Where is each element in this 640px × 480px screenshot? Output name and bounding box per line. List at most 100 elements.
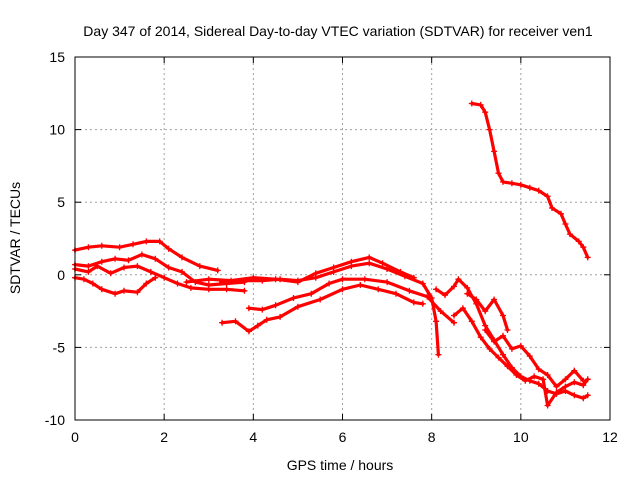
data-point xyxy=(491,148,498,155)
data-point xyxy=(219,319,226,326)
data-point xyxy=(553,389,560,396)
data-point xyxy=(513,372,520,378)
data-point xyxy=(161,274,168,281)
data-point xyxy=(205,276,212,283)
data-point xyxy=(584,254,591,261)
data-point xyxy=(451,283,457,290)
data-point xyxy=(562,376,569,383)
x-tick-label: 8 xyxy=(428,429,436,445)
data-point xyxy=(504,363,511,370)
data-point xyxy=(566,231,573,238)
data-point xyxy=(112,255,119,262)
y-tick-label: 0 xyxy=(57,267,65,283)
data-point xyxy=(308,290,315,297)
data-point xyxy=(290,295,297,301)
series-track-a xyxy=(72,238,221,274)
data-point xyxy=(500,312,506,319)
axis-ticks: 0 2 4 6 8 10 12 -10 -5 0 5 10 15 xyxy=(45,49,618,445)
data-point xyxy=(214,267,221,274)
data-point xyxy=(130,241,136,248)
data-point xyxy=(94,263,101,270)
data-point xyxy=(459,305,466,312)
data-point xyxy=(361,276,368,283)
data-point xyxy=(584,392,591,399)
data-point xyxy=(571,392,578,399)
data-point xyxy=(540,376,547,383)
data-point xyxy=(491,296,498,303)
data-point xyxy=(526,353,533,360)
data-point xyxy=(419,300,426,307)
data-point xyxy=(580,395,587,402)
data-point xyxy=(562,383,569,390)
series-track-i xyxy=(468,100,591,261)
data-point xyxy=(486,345,493,352)
data-point xyxy=(410,274,417,281)
data-point xyxy=(85,263,92,270)
data-point xyxy=(455,276,462,283)
data-point xyxy=(477,334,484,341)
data-point xyxy=(442,292,448,299)
data-point xyxy=(468,100,475,107)
series-line xyxy=(483,328,585,389)
data-point xyxy=(165,264,172,271)
series-line xyxy=(465,292,510,332)
data-point xyxy=(187,284,194,291)
data-point xyxy=(241,287,248,294)
data-point xyxy=(263,316,270,323)
data-point xyxy=(531,373,538,380)
data-point xyxy=(121,264,127,271)
x-tick-label: 6 xyxy=(339,429,347,445)
data-point xyxy=(508,180,515,187)
data-point xyxy=(259,306,266,313)
data-point xyxy=(486,126,493,133)
data-point xyxy=(179,268,185,275)
data-point xyxy=(116,244,123,251)
data-point xyxy=(223,286,230,293)
data-point xyxy=(183,279,190,286)
y-tick-label: 10 xyxy=(49,122,65,138)
data-point xyxy=(375,286,382,293)
data-point xyxy=(339,286,346,293)
data-point xyxy=(339,276,346,283)
data-point xyxy=(428,295,435,301)
data-point xyxy=(98,286,105,293)
data-point xyxy=(495,354,502,361)
data-point xyxy=(125,257,132,264)
x-tick-label: 4 xyxy=(249,429,257,445)
data-point xyxy=(433,318,440,325)
data-point xyxy=(562,221,569,227)
data-point xyxy=(232,318,239,325)
data-point xyxy=(152,255,159,262)
y-tick-label: 15 xyxy=(49,49,65,65)
data-point xyxy=(272,302,279,309)
data-point xyxy=(435,351,442,358)
data-point xyxy=(535,187,542,194)
data-point xyxy=(98,242,105,249)
y-tick-label: -5 xyxy=(53,339,66,355)
data-point xyxy=(468,318,475,325)
data-point xyxy=(326,280,333,287)
series-track-f xyxy=(245,276,457,326)
data-point xyxy=(245,328,252,335)
data-point xyxy=(544,372,551,378)
data-point xyxy=(544,402,551,409)
data-point xyxy=(134,289,141,296)
data-point xyxy=(464,284,471,291)
data-point xyxy=(419,280,426,287)
data-point xyxy=(143,280,150,287)
x-tick-label: 2 xyxy=(160,429,168,445)
data-point xyxy=(397,268,404,275)
y-tick-label: -10 xyxy=(45,412,65,428)
grid-lines xyxy=(75,57,610,420)
data-point xyxy=(437,308,444,315)
data-point xyxy=(348,258,355,265)
data-point xyxy=(205,286,212,293)
data-point xyxy=(504,327,511,333)
data-point xyxy=(196,263,203,270)
data-point xyxy=(535,380,542,387)
data-point xyxy=(491,338,498,345)
data-point xyxy=(522,377,529,384)
data-point xyxy=(98,258,105,265)
data-point xyxy=(535,366,542,373)
data-point xyxy=(500,332,506,339)
